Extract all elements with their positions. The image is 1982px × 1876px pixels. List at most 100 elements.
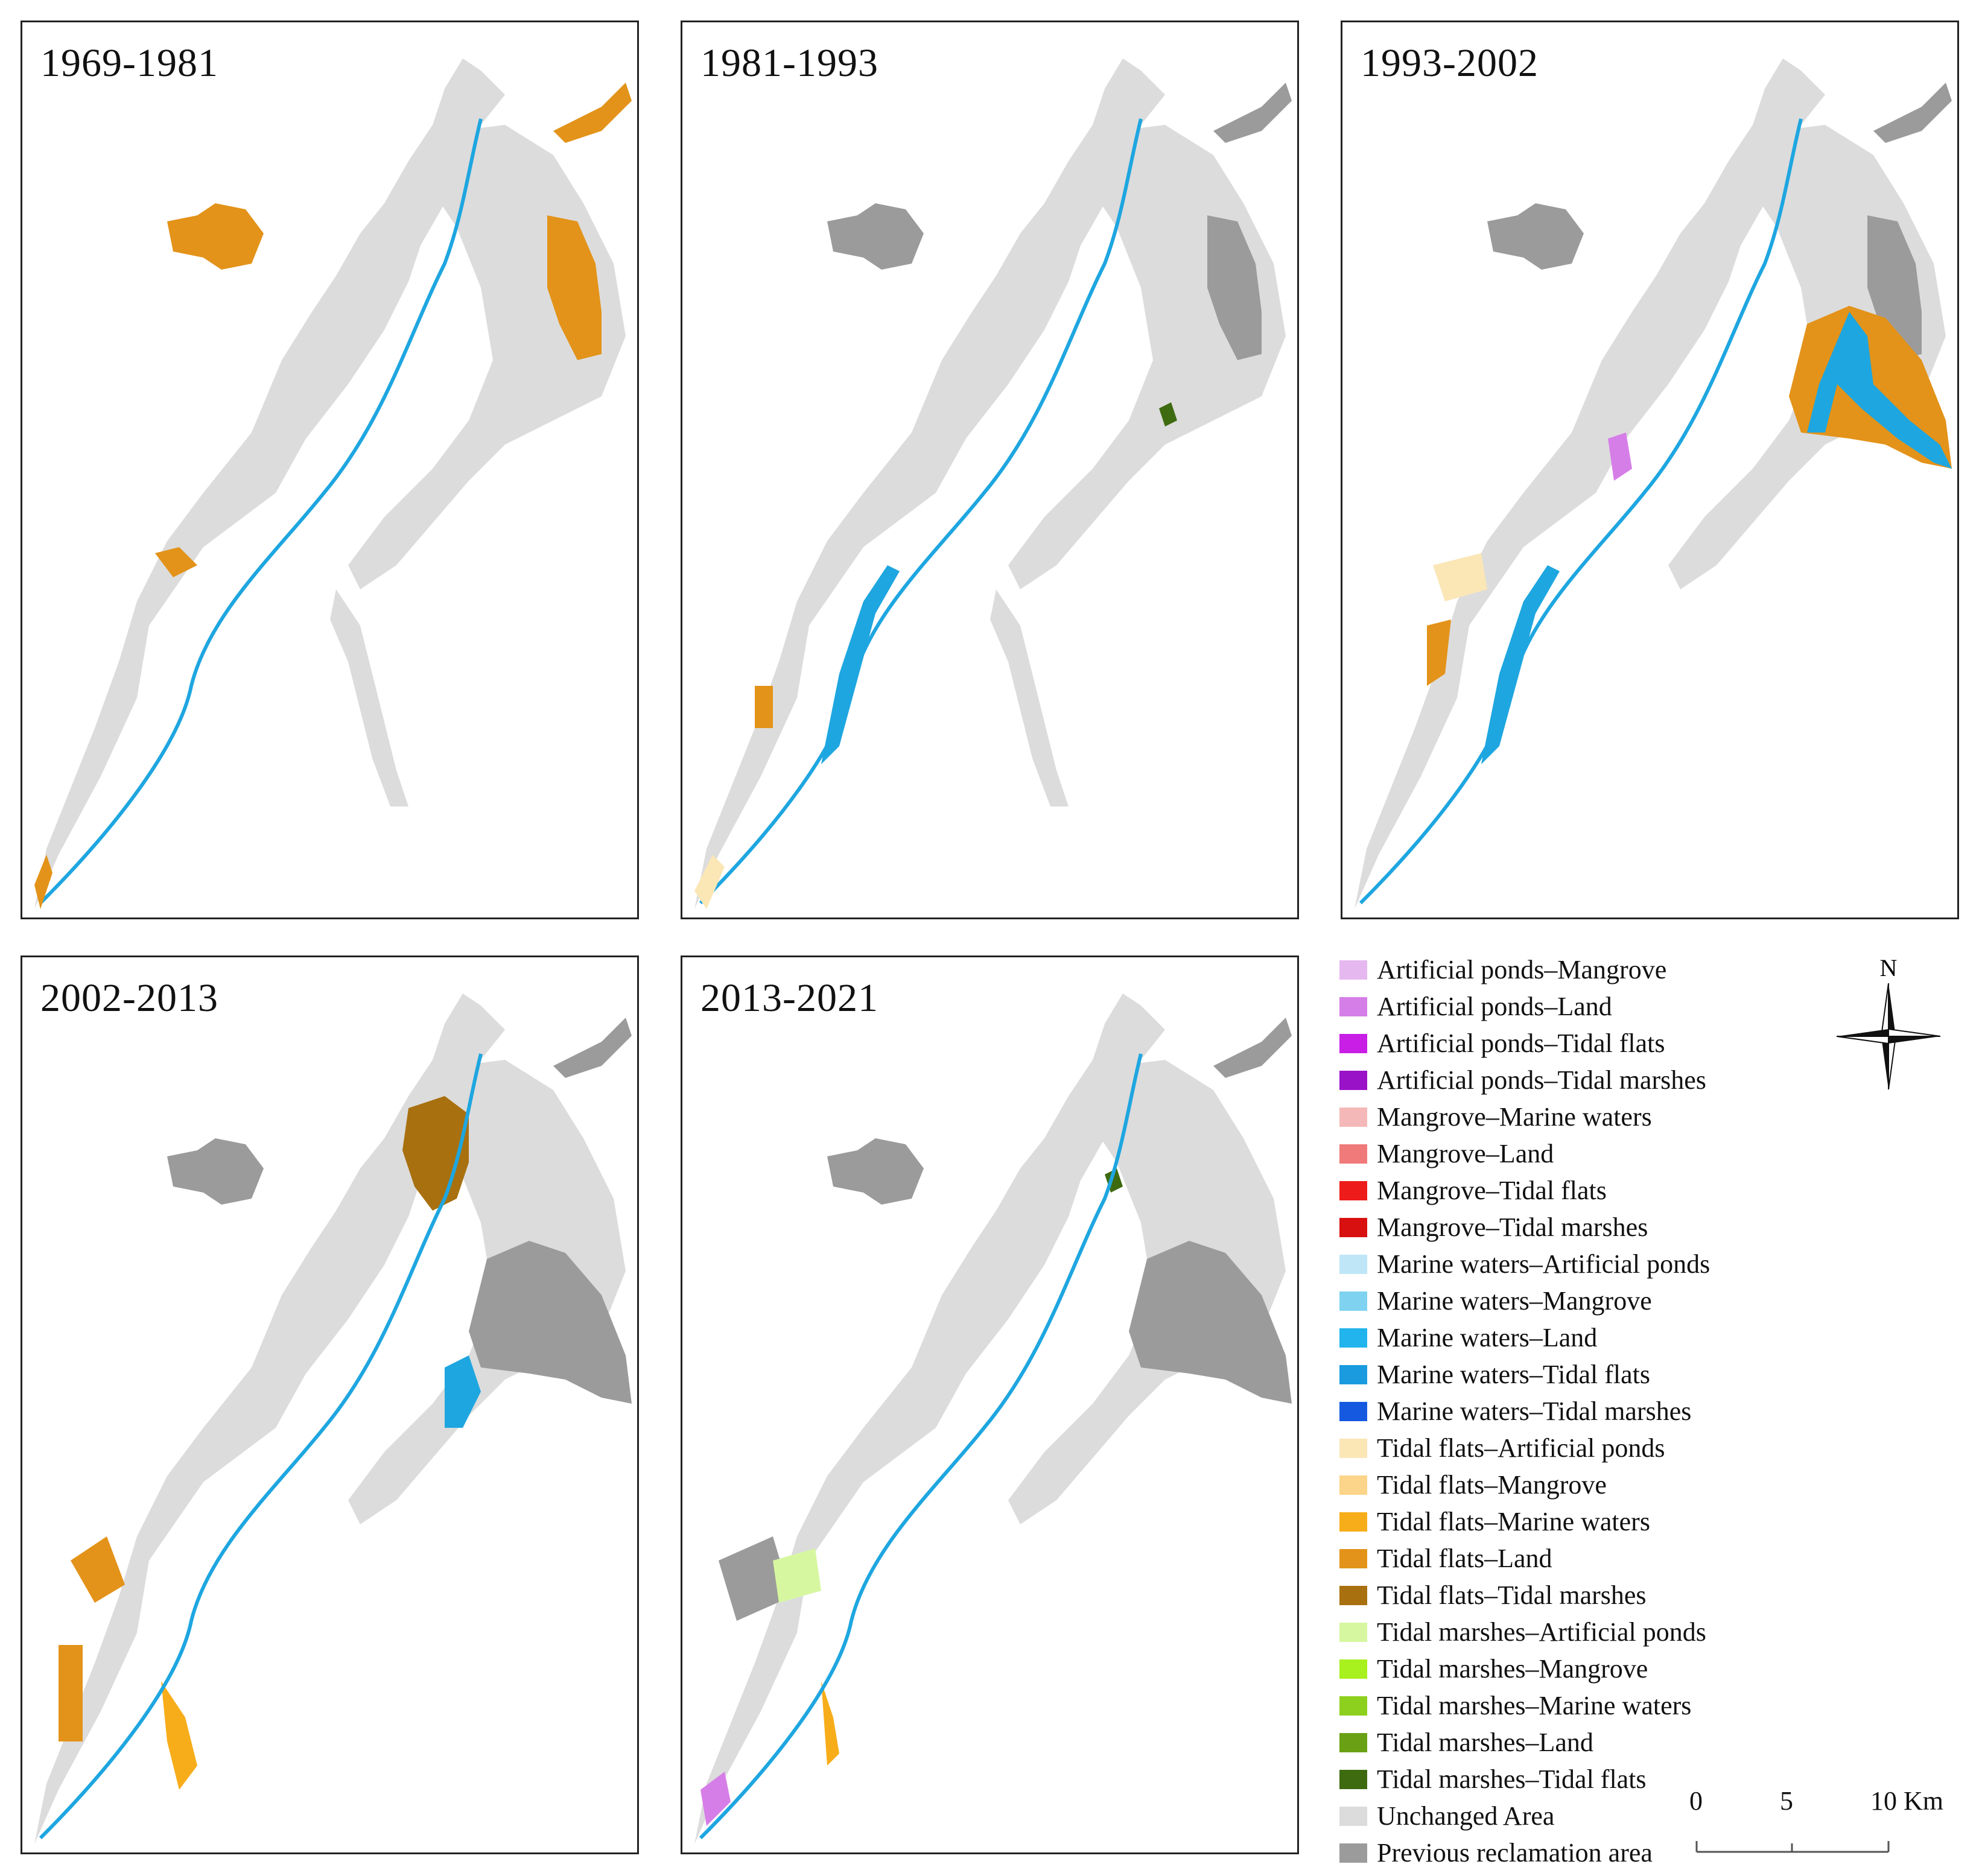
channel-marine-waters	[1359, 118, 1803, 905]
estuary-map-2002-2013	[34, 993, 632, 1844]
legend-label: Marine waters–Tidal flats	[1377, 1360, 1650, 1389]
tidal-flats-marine-waters-south	[821, 1681, 839, 1766]
map-panel-1993-2002: 1993-2002	[1341, 21, 1959, 919]
tidal-flats-land-west	[71, 1536, 125, 1603]
channel-marine-waters	[39, 118, 483, 905]
previous-reclamation-east	[1129, 1241, 1292, 1404]
unchanged-area-west-bank	[1355, 59, 1825, 909]
previous-reclamation-northwest	[167, 1138, 264, 1205]
legend-label: Mangrove–Tidal flats	[1377, 1176, 1607, 1205]
panel-title: 2013-2021	[700, 976, 878, 1020]
legend-label: Mangrove–Marine waters	[1377, 1102, 1652, 1132]
marine-waters-tidal-flats-east	[445, 1355, 481, 1428]
legend-swatch	[1339, 1659, 1367, 1679]
estuary-map-1981-1993	[694, 59, 1292, 909]
estuary-map-1993-2002	[1355, 59, 1952, 909]
legend-label: Tidal marshes–Mangrove	[1377, 1654, 1648, 1684]
tidal-flats-land-southwest	[59, 1645, 83, 1741]
tidal-flats-land-east	[547, 215, 602, 360]
previous-reclamation-northeast	[1873, 83, 1952, 143]
previous-reclamation-northeast	[1213, 1018, 1292, 1078]
legend-swatch	[1339, 960, 1367, 980]
legend-label: Marine waters–Tidal marshes	[1377, 1396, 1692, 1426]
legend-label: Marine waters–Mangrove	[1377, 1286, 1652, 1316]
map-panel-2013-2021: 2013-2021	[681, 955, 1299, 1854]
marine-waters-land-east-channel	[1807, 312, 1952, 469]
legend-swatch	[1339, 1549, 1367, 1568]
previous-reclamation-northwest	[827, 1138, 924, 1205]
legend-swatch	[1339, 1733, 1367, 1752]
legend-label: Marine waters–Artificial ponds	[1377, 1249, 1710, 1279]
unchanged-area-west-bank	[34, 993, 505, 1844]
estuary-map-1969-1981	[34, 59, 632, 909]
legend-label: Tidal flats–Mangrove	[1377, 1470, 1607, 1500]
legend-label: Tidal flats–Land	[1377, 1544, 1552, 1573]
legend-swatch	[1339, 1439, 1367, 1458]
legend-swatch	[1339, 1255, 1367, 1274]
previous-reclamation-northwest	[827, 203, 924, 270]
legend-swatch	[1339, 1807, 1367, 1826]
legend-label: Tidal marshes–Tidal flats	[1377, 1764, 1647, 1794]
legend-swatch	[1339, 1402, 1367, 1421]
legend-label: Unchanged Area	[1377, 1801, 1555, 1831]
panel-title: 1993-2002	[1361, 41, 1539, 85]
tidal-flats-marine-waters-south	[161, 1681, 197, 1790]
legend-label: Tidal flats–Artificial ponds	[1377, 1433, 1665, 1463]
legend-swatch	[1339, 1071, 1367, 1090]
artificial-ponds-land-southwest	[700, 1772, 731, 1826]
legend-swatch	[1339, 1586, 1367, 1605]
legend-swatch	[1339, 997, 1367, 1016]
north-arrow-icon: N	[1836, 954, 1941, 1090]
legend-label: Tidal flats–Marine waters	[1377, 1507, 1650, 1536]
previous-reclamation-northeast	[1213, 83, 1292, 143]
scale-label-0: 0	[1689, 1786, 1703, 1816]
legend-label: Previous reclamation area	[1377, 1838, 1653, 1868]
previous-reclamation-northwest	[1487, 203, 1584, 270]
legend-swatch	[1339, 1475, 1367, 1495]
unchanged-area-west-bank	[694, 59, 1165, 909]
tidal-flats-land-southwest	[34, 855, 52, 909]
tidal-flats-land-northwest	[167, 203, 264, 270]
unchanged-area-south-arm	[330, 589, 408, 806]
legend-label: Artificial ponds–Land	[1377, 992, 1612, 1021]
legend-label: Marine waters–Land	[1377, 1323, 1598, 1352]
unchanged-area-west-bank	[34, 59, 505, 909]
north-label: N	[1880, 954, 1898, 981]
map-panel-1969-1981: 1969-1981	[21, 21, 639, 919]
legend-swatch	[1339, 1623, 1367, 1642]
tidal-flats-land-west	[755, 686, 773, 728]
tidal-flats-land-west	[1427, 620, 1451, 686]
channel-marine-waters	[699, 118, 1143, 905]
panel-title: 1981-1993	[700, 41, 878, 85]
legend-swatch	[1339, 1218, 1367, 1237]
unchanged-area-west-bank	[694, 993, 1165, 1844]
map-panel-1981-1993: 1981-1993	[681, 21, 1299, 919]
legend-swatch	[1339, 1512, 1367, 1532]
artificial-ponds-land-west	[1608, 433, 1632, 481]
tidal-marshes-tidal-flats-east	[1159, 402, 1177, 426]
legend-swatch	[1339, 1034, 1367, 1053]
previous-reclamation-northeast	[553, 1018, 632, 1078]
channel-marine-waters	[39, 1053, 483, 1840]
legend-swatch	[1339, 1108, 1367, 1127]
scale-bar: 0 5 10 Km	[1689, 1786, 1979, 1870]
unchanged-area-south-arm	[990, 589, 1069, 806]
estuary-map-2013-2021	[694, 993, 1292, 1844]
legend-swatch	[1339, 1144, 1367, 1164]
legend-label: Tidal marshes–Artificial ponds	[1377, 1617, 1706, 1647]
previous-reclamation-east	[469, 1241, 632, 1404]
tidal-flats-artificial-ponds-west	[1433, 553, 1487, 601]
legend-label: Mangrove–Tidal marshes	[1377, 1212, 1648, 1242]
legend-swatch	[1339, 1696, 1367, 1716]
legend-swatch	[1339, 1328, 1367, 1348]
north-arrow: N	[1828, 953, 1949, 1098]
legend-label: Tidal flats–Tidal marshes	[1377, 1580, 1647, 1610]
unchanged-area-central-island	[1008, 1060, 1286, 1524]
tidal-flats-land-northeast	[553, 83, 632, 143]
panel-title: 2002-2013	[40, 976, 218, 1020]
tidal-marshes-artificial-ponds-west	[773, 1548, 821, 1603]
legend-swatch	[1339, 1843, 1367, 1863]
legend-swatch	[1339, 1365, 1367, 1384]
legend-label: Artificial ponds–Tidal marshes	[1377, 1065, 1706, 1095]
legend-swatch	[1339, 1770, 1367, 1789]
